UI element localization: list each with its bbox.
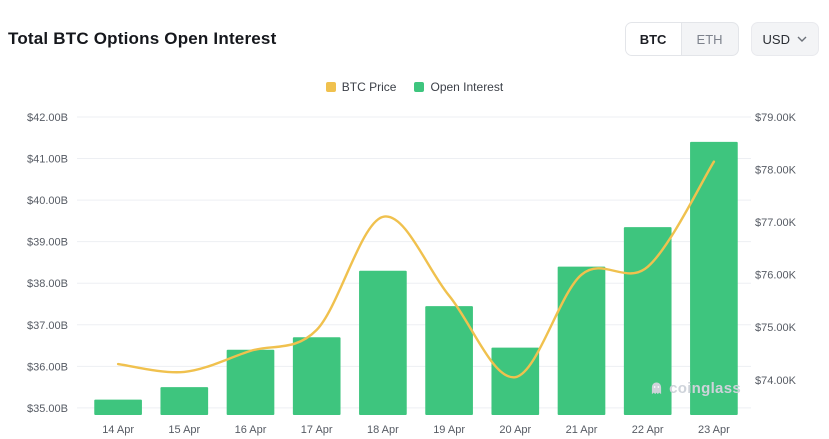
svg-text:$40.00B: $40.00B [27, 195, 68, 207]
svg-text:$41.00B: $41.00B [27, 154, 68, 166]
svg-text:$37.00B: $37.00B [27, 320, 68, 332]
svg-text:16 Apr: 16 Apr [235, 424, 267, 436]
bar-22-apr [623, 227, 672, 415]
svg-text:$75.00K: $75.00K [755, 322, 797, 334]
chart-legend: BTC Price Open Interest [0, 80, 829, 94]
legend-item-open-interest[interactable]: Open Interest [414, 80, 503, 94]
bar-20-apr [491, 347, 540, 415]
eth-toggle-button[interactable]: ETH [682, 23, 738, 55]
legend-label-open-interest: Open Interest [430, 80, 504, 94]
chart-canvas[interactable]: $42.00B $41.00B $40.00B $39.00B $38.00B $37.0… [0, 100, 829, 439]
bar-15-apr [160, 387, 209, 415]
svg-text:23 Apr: 23 Apr [698, 424, 730, 436]
svg-text:$77.00K: $77.00K [755, 217, 797, 229]
coin-toggle: BTC ETH [624, 22, 739, 56]
header-controls: BTC ETH USD [624, 22, 819, 56]
svg-text:18 Apr: 18 Apr [367, 424, 399, 436]
right-axis-labels: $79.00K $78.00K $77.00K $76.00K $75.00K $74.0… [755, 112, 797, 387]
bar-17-apr [292, 337, 341, 415]
svg-text:$38.00B: $38.00B [27, 278, 68, 290]
bar-19-apr [425, 306, 473, 415]
currency-dropdown[interactable]: USD [750, 22, 819, 56]
open-interest-swatch [414, 82, 425, 92]
svg-text:17 Apr: 17 Apr [301, 424, 333, 436]
svg-text:20 Apr: 20 Apr [499, 424, 531, 436]
coinglass-watermark: coinglass [649, 380, 741, 397]
chart-header: Total BTC Options Open Interest BTC ETH … [8, 22, 819, 56]
bar-16-apr [226, 349, 275, 415]
btc-price-swatch [325, 82, 336, 92]
svg-text:$39.00B: $39.00B [27, 237, 68, 249]
svg-text:14 Apr: 14 Apr [102, 424, 134, 436]
btc-toggle-button[interactable]: BTC [625, 23, 682, 55]
coinglass-logo-icon [652, 382, 662, 395]
watermark-text: coinglass [669, 380, 741, 397]
svg-text:$35.00B: $35.00B [27, 403, 68, 415]
svg-text:$36.00B: $36.00B [27, 361, 68, 373]
bar-18-apr [359, 270, 407, 415]
legend-label-btc-price: BTC Price [341, 80, 397, 94]
btc-price-line [116, 160, 716, 379]
bar-14-apr [94, 399, 142, 415]
legend-item-btc-price[interactable]: BTC Price [325, 80, 397, 94]
svg-text:$42.00B: $42.00B [27, 112, 68, 124]
svg-text:15 Apr: 15 Apr [168, 424, 200, 436]
svg-text:$79.00K: $79.00K [755, 112, 797, 124]
svg-text:19 Apr: 19 Apr [433, 424, 465, 436]
x-axis-labels: 14 Apr 15 Apr 16 Apr 17 Apr 18 Apr 19 Apr 20 A… [102, 424, 730, 436]
svg-text:21 Apr: 21 Apr [566, 424, 598, 436]
svg-text:$74.00K: $74.00K [755, 375, 797, 387]
svg-text:$76.00K: $76.00K [755, 270, 797, 282]
grid-lines [77, 116, 751, 409]
chevron-down-icon [797, 36, 807, 42]
bar-21-apr [557, 266, 606, 415]
svg-text:$78.00K: $78.00K [755, 165, 797, 177]
svg-text:22 Apr: 22 Apr [632, 424, 664, 436]
bar-23-apr [690, 141, 738, 415]
open-interest-bars [94, 141, 738, 415]
page-title: Total BTC Options Open Interest [8, 29, 277, 48]
currency-dropdown-value: USD [762, 31, 790, 47]
left-axis-labels: $42.00B $41.00B $40.00B $39.00B $38.00B $37.0… [27, 112, 68, 415]
